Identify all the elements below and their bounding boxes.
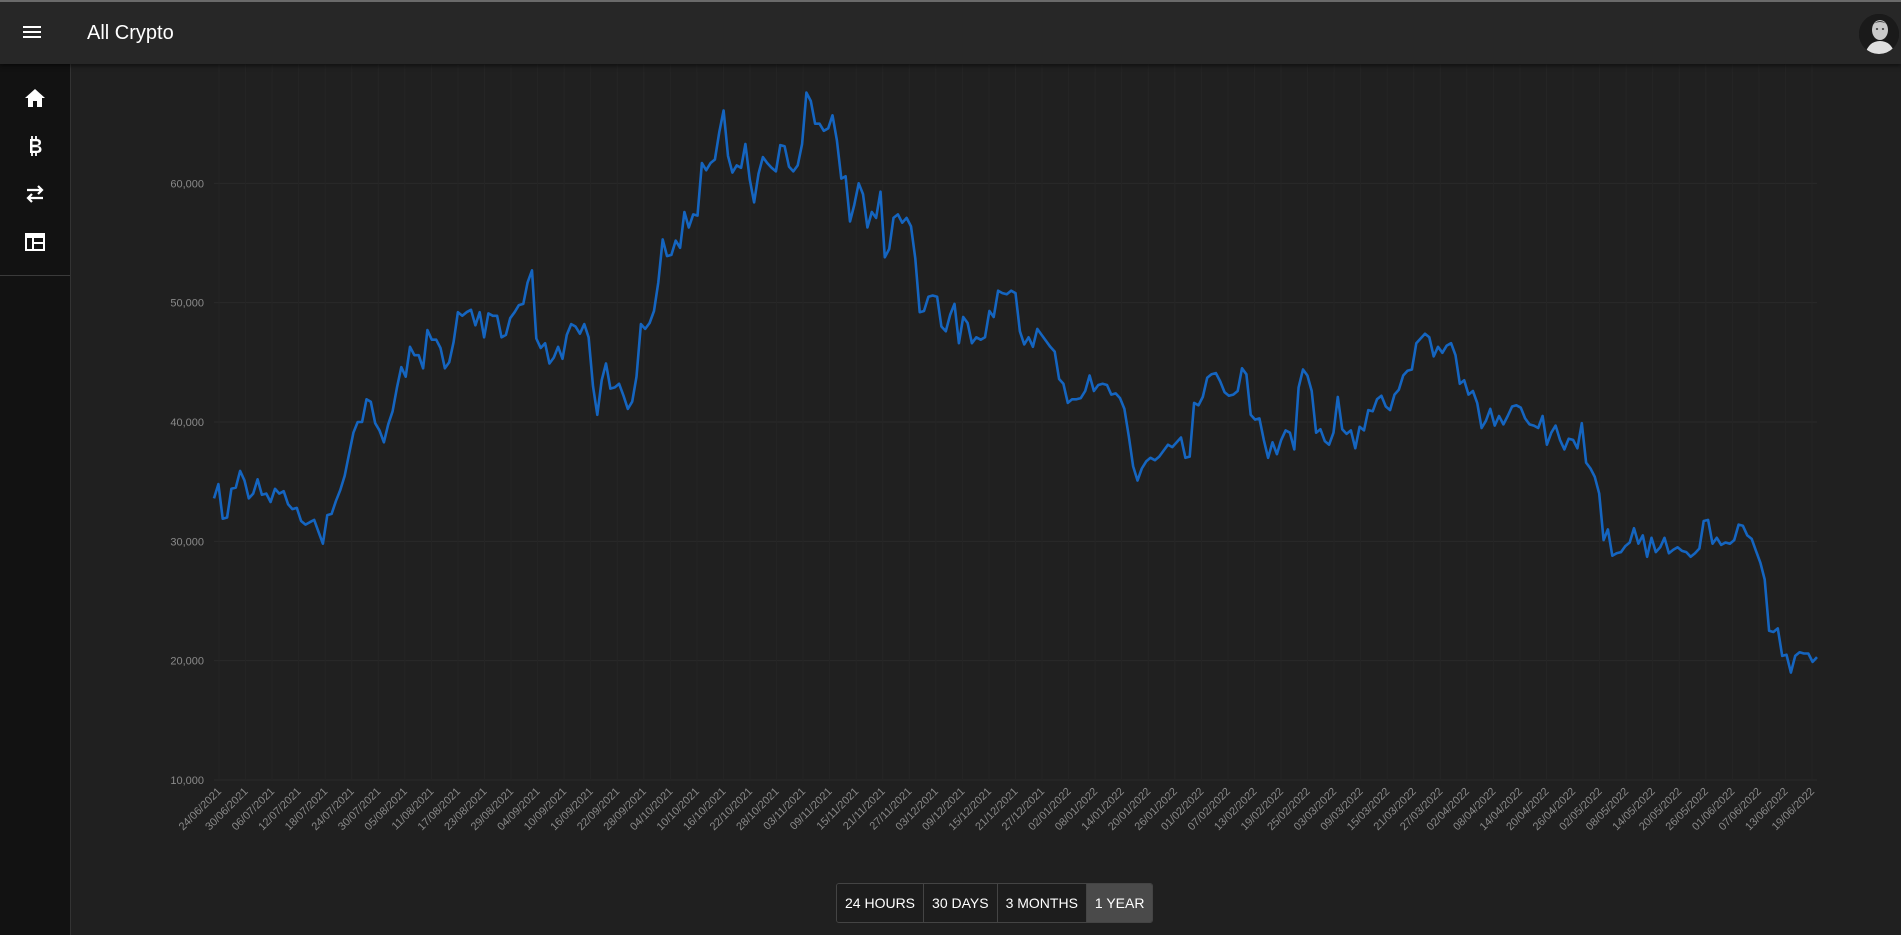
range-option-button[interactable]: 24 HOURS: [837, 884, 925, 922]
swap-arrows-icon: [26, 185, 44, 203]
sidebar-item-table[interactable]: [0, 218, 70, 266]
y-tick-label: 20,000: [170, 656, 204, 668]
range-option-button[interactable]: 30 DAYS: [924, 884, 998, 922]
app-title: All Crypto: [87, 22, 174, 44]
y-tick-label: 40,000: [170, 417, 204, 429]
time-range-selector: 24 HOURS 30 DAYS 3 MONTHS 1 YEAR: [836, 883, 1154, 923]
range-option-button[interactable]: 1 YEAR: [1086, 884, 1153, 922]
sidebar-item-exchange[interactable]: [0, 170, 70, 218]
user-avatar[interactable]: [1859, 14, 1899, 54]
sidebar-item-bitcoin[interactable]: [0, 122, 70, 170]
y-tick-label: 60,000: [170, 178, 204, 190]
top-app-bar: All Crypto: [0, 0, 1901, 64]
price-line-chart: 10,00020,00030,00040,00050,00060,00024/0…: [170, 64, 1818, 833]
y-tick-label: 30,000: [170, 536, 204, 548]
range-option-button[interactable]: 3 MONTHS: [997, 884, 1087, 922]
hamburger-menu-icon[interactable]: [16, 16, 48, 48]
sidebar-divider: [0, 275, 70, 276]
y-tick-label: 50,000: [170, 298, 204, 310]
sidebar-nav: [0, 64, 71, 935]
table-icon: [25, 233, 45, 251]
price-chart: 10,000 20,000 30,000 40,000 50,000 60,000 24/0…: [71, 64, 1901, 864]
price-series-line: [212, 91, 1818, 674]
bitcoin-icon: [30, 136, 42, 156]
y-tick-label: 10,000: [170, 775, 204, 787]
sidebar-item-home[interactable]: [0, 74, 70, 122]
home-icon: [25, 89, 45, 107]
